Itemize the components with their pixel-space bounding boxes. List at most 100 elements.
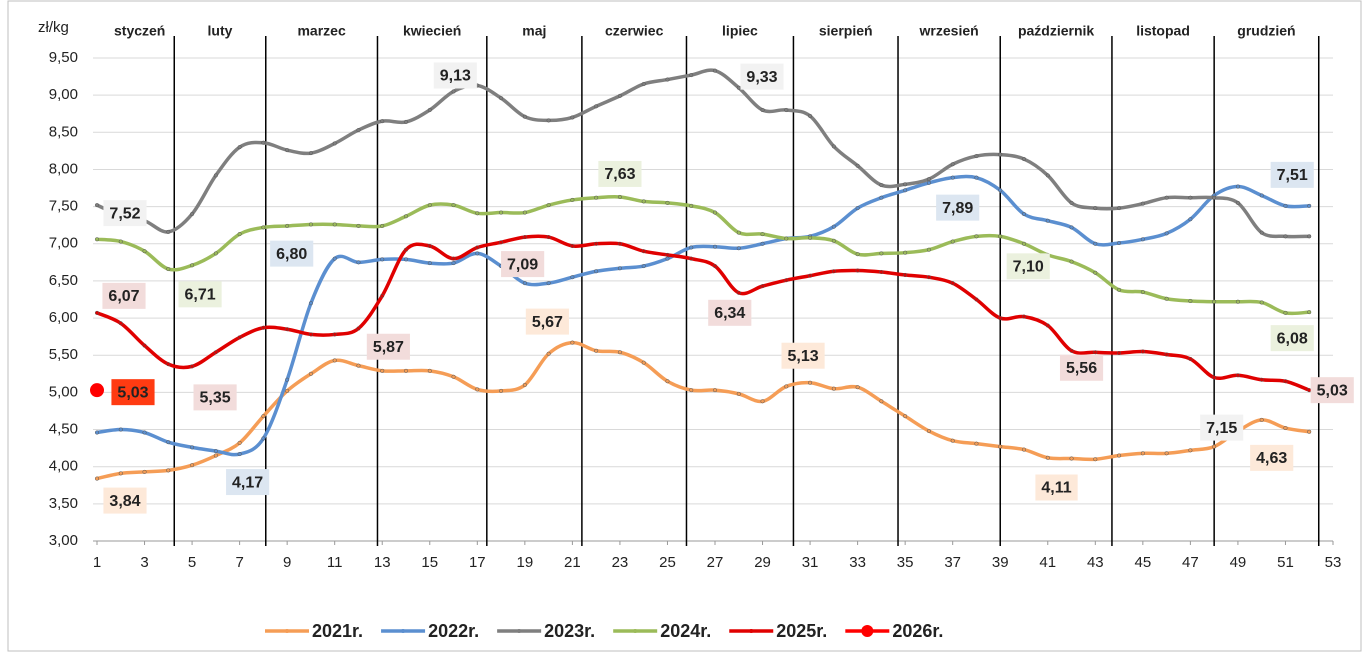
point-marker xyxy=(1021,314,1027,319)
point-marker xyxy=(427,368,432,373)
point-marker xyxy=(94,430,100,435)
point-marker xyxy=(594,348,599,353)
point-marker xyxy=(1188,356,1193,361)
x-tick-label: 3 xyxy=(140,554,148,571)
point-marker xyxy=(736,391,741,396)
point-marker xyxy=(261,225,266,230)
value-label-box xyxy=(1250,444,1294,471)
point-marker xyxy=(356,260,361,265)
point-marker xyxy=(570,243,575,249)
point-marker xyxy=(784,107,789,113)
point-marker xyxy=(855,163,860,168)
point-marker xyxy=(308,332,313,337)
point-marker xyxy=(879,195,884,200)
y-tick-label: 5,00 xyxy=(49,383,78,400)
legend-marker xyxy=(749,629,754,633)
point-marker xyxy=(1259,193,1264,198)
point-marker xyxy=(760,232,765,237)
point-marker xyxy=(1069,200,1074,205)
value-label: 7,52 xyxy=(103,200,147,227)
point-marker xyxy=(1235,373,1240,378)
value-label-text: 4,63 xyxy=(1256,450,1287,467)
point-marker xyxy=(950,281,955,286)
point-marker xyxy=(1283,234,1288,239)
value-label-text: 5,03 xyxy=(117,384,148,401)
value-label-box xyxy=(1270,325,1314,352)
point-marker xyxy=(1307,310,1312,315)
point-marker xyxy=(522,382,527,388)
value-label-box xyxy=(433,62,477,89)
point-marker xyxy=(1140,290,1145,295)
point-marker xyxy=(94,203,100,208)
point-marker xyxy=(546,118,551,123)
point-marker xyxy=(1283,379,1288,384)
point-marker xyxy=(784,236,789,241)
point-marker xyxy=(1140,349,1145,354)
point-marker xyxy=(166,229,171,234)
point-marker xyxy=(689,388,694,393)
point-marker xyxy=(1093,206,1098,211)
point-marker xyxy=(308,371,313,376)
point-marker xyxy=(712,388,718,393)
point-marker xyxy=(166,440,171,445)
point-marker xyxy=(617,194,622,200)
point-marker xyxy=(190,445,195,450)
point-marker xyxy=(950,438,955,443)
point-marker xyxy=(1117,240,1122,246)
point-marker xyxy=(546,281,551,286)
point-marker xyxy=(784,278,789,283)
value-label: 7,63 xyxy=(598,160,642,187)
point-marker xyxy=(451,89,456,94)
point-marker xyxy=(998,188,1003,193)
x-tick-label: 17 xyxy=(469,554,486,571)
value-label-box xyxy=(936,194,980,221)
point-marker xyxy=(522,281,527,286)
point-marker xyxy=(308,301,313,306)
value-label-text: 6,71 xyxy=(185,287,216,304)
y-tick-label: 6,50 xyxy=(49,272,78,289)
point-marker xyxy=(522,114,527,119)
point-marker xyxy=(855,385,860,390)
point-marker xyxy=(118,471,123,476)
legend-marker xyxy=(517,629,522,633)
point-marker xyxy=(190,463,195,468)
point-marker xyxy=(926,275,931,280)
point-marker xyxy=(475,245,480,250)
point-marker xyxy=(475,251,480,256)
value-label-text: 5,13 xyxy=(788,348,819,365)
value-label: 7,89 xyxy=(936,194,980,221)
month-label: grudzień xyxy=(1237,23,1295,39)
y-tick-label: 4,50 xyxy=(49,421,78,438)
series-line xyxy=(96,340,1310,481)
value-label-box xyxy=(501,251,545,278)
x-tick-label: 9 xyxy=(283,554,291,571)
point-marker xyxy=(1188,217,1193,222)
y-tick-label: 3,50 xyxy=(49,495,78,512)
point-marker xyxy=(1045,218,1050,223)
value-label: 4,17 xyxy=(226,469,270,496)
point-marker xyxy=(356,363,361,368)
point-marker xyxy=(356,326,361,331)
point-marker xyxy=(808,113,813,119)
value-label: 5,56 xyxy=(1059,354,1104,381)
point-marker xyxy=(166,362,171,367)
point-marker xyxy=(879,183,884,188)
x-tick-label: 33 xyxy=(849,554,866,571)
point-marker xyxy=(332,141,337,146)
point-marker xyxy=(237,232,242,237)
point-marker xyxy=(1212,375,1217,380)
legend-label: 2023r. xyxy=(544,621,595,641)
point-marker xyxy=(831,386,836,391)
value-label-text: 4,11 xyxy=(1041,480,1071,497)
point-marker xyxy=(665,200,670,205)
month-label: wrzesień xyxy=(919,23,979,39)
legend-label: 2021r. xyxy=(312,621,363,641)
point-marker xyxy=(1212,299,1217,304)
value-label-text: 7,09 xyxy=(507,256,538,273)
value-label-box xyxy=(1006,253,1050,280)
point-marker xyxy=(736,85,741,90)
point-marker xyxy=(1021,447,1027,452)
point-marker xyxy=(903,250,908,255)
point-marker xyxy=(90,383,104,398)
point-marker xyxy=(213,449,218,454)
